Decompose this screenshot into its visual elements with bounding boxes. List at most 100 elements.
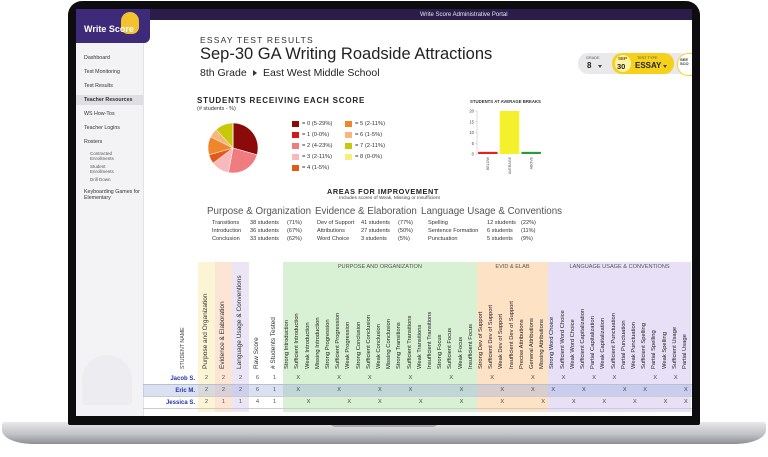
student-name[interactable]: Jacob S. — [170, 375, 195, 382]
sidebar-subitem[interactable]: Drill Down — [90, 177, 111, 182]
column-header[interactable]: Missing Introduction — [314, 317, 321, 369]
logo: Write Score — [84, 24, 134, 34]
column-header[interactable]: Partial Usage — [681, 334, 688, 369]
column-header[interactable]: Strong Introduction — [284, 320, 291, 369]
column-header[interactable]: Sufficient Punctuation — [610, 313, 617, 369]
column-header[interactable]: Evidence & Elaboration — [219, 301, 226, 369]
sidebar-item[interactable]: Teacher Resources — [84, 97, 133, 103]
sidebar-item[interactable]: Test Results — [84, 83, 113, 89]
column-header[interactable]: Weak Introduction — [304, 322, 311, 369]
column-header[interactable]: Sufficient Transitions — [406, 315, 413, 369]
x-tick-label: ABOVE — [529, 156, 533, 169]
sidebar-subitem[interactable]: Student Enrollments — [90, 164, 114, 175]
see-scores-label[interactable]: SEE SCO — [680, 57, 689, 67]
mark-cell: X — [643, 386, 647, 393]
column-header[interactable]: Sufficient Word Choice — [559, 310, 566, 369]
mark-cell: X — [571, 398, 576, 405]
area-percent: (9%) — [521, 236, 533, 242]
mark-cell: X — [337, 374, 341, 381]
column-header[interactable]: Sufficient Spelling — [641, 323, 648, 369]
column-header[interactable]: Sufficient Conclusion — [365, 314, 372, 369]
mark-cell: X — [490, 374, 494, 381]
mark-cell: X — [296, 374, 301, 381]
y-tick-label: 15 — [469, 119, 474, 124]
column-header[interactable]: Weak Transitions — [416, 324, 423, 369]
see-scores-button[interactable] — [677, 53, 692, 76]
column-header[interactable]: Weak Capitalization — [600, 317, 607, 369]
y-tick-label: 0 — [472, 152, 475, 157]
mark-cell: X — [602, 398, 607, 405]
filter-label: TEST TYPE — [637, 56, 658, 60]
sidebar-item[interactable]: Rosters — [84, 139, 103, 145]
area-heading: Evidence & Elaboration — [315, 206, 417, 217]
column-header[interactable]: Sufficient Progression — [335, 312, 342, 369]
column-header[interactable]: # Students Tested — [270, 317, 277, 369]
sidebar-item[interactable]: Dashboard — [84, 55, 110, 61]
sidebar-item[interactable]: Test Monitoring — [84, 69, 120, 75]
mark-cell: X — [673, 374, 678, 381]
column-header[interactable]: Weak Dev of Support — [498, 314, 505, 369]
mark-cell: X — [684, 386, 688, 393]
mark-cell: X — [367, 374, 372, 381]
column-header[interactable]: Sufficient Usage — [671, 326, 678, 369]
filter-value[interactable]: ESSAY — [635, 61, 662, 70]
y-tick-label: 10 — [469, 130, 474, 135]
score-cell: 2 — [204, 398, 209, 405]
area-percent: (62%) — [287, 236, 302, 242]
score-cell: 4 — [255, 398, 260, 405]
breadcrumb-arrow — [253, 70, 257, 76]
row-bg — [143, 384, 692, 397]
legend-label: = 8 (0-0%) — [355, 153, 383, 160]
column-header[interactable]: Precise Attributions — [518, 319, 525, 369]
column-header[interactable]: Missing Conclusion — [386, 319, 393, 369]
mark-cell: X — [582, 386, 586, 393]
mark-cell: X — [459, 398, 464, 405]
column-header[interactable]: Strong Conclusion — [355, 321, 362, 369]
mark-cell: X — [551, 386, 556, 393]
mark-cell: X — [612, 374, 617, 381]
column-header[interactable]: Purpose and Organization — [202, 293, 209, 369]
column-header[interactable]: General Attributions — [528, 318, 535, 369]
sidebar-item[interactable]: Teacher Logins — [84, 125, 120, 131]
column-header[interactable]: Strong Transitions — [396, 322, 403, 369]
column-header[interactable]: Weak Focus — [457, 336, 464, 369]
sidebar-item[interactable]: WS How-Tos — [84, 111, 115, 117]
column-header[interactable]: Partial Punctuation — [620, 320, 627, 369]
column-header[interactable]: Strong Word Choice — [549, 316, 556, 369]
column-header[interactable]: Strong Dev of Support — [477, 311, 484, 369]
column-header[interactable]: Strong Progression — [324, 319, 331, 369]
area-heading: Purpose & Organization — [207, 206, 312, 217]
legend-swatch — [292, 154, 299, 160]
column-header[interactable]: Weak Punctuation — [630, 322, 637, 369]
legend-label: = 4 (1-5%) — [302, 164, 330, 171]
column-header[interactable]: Partial Spelling — [651, 330, 658, 369]
column-header[interactable]: Sufficient Introduction — [294, 313, 301, 369]
filter-value[interactable]: 8 — [587, 61, 592, 70]
column-header[interactable]: Insufficient Transitions — [426, 311, 433, 369]
areas-subtitle: Includes scores of Weak, Missing or Insu… — [339, 196, 440, 201]
mark-cell: X — [653, 374, 658, 381]
chart-subtitle: (# students - %) — [197, 106, 236, 112]
legend-swatch — [292, 165, 299, 171]
sidebar-subitem[interactable]: Contracted Enrollments — [90, 151, 114, 162]
column-header[interactable]: Insufficient Focus — [467, 323, 474, 369]
column-header[interactable]: Sufficient Capitalization — [579, 308, 586, 369]
column-header[interactable]: Strong Focus — [437, 334, 444, 369]
column-header[interactable]: Weak Word Choice — [569, 319, 576, 369]
row-bg — [143, 372, 692, 385]
column-header[interactable]: Weak Spelling — [661, 332, 668, 369]
top-bar — [76, 9, 692, 20]
column-header[interactable]: Partial Capitalization — [590, 316, 597, 369]
column-header[interactable]: Language Usage & Conventions — [236, 275, 243, 369]
column-header[interactable]: Insufficient Dev of Support — [508, 301, 515, 369]
column-header[interactable]: Raw Score — [253, 337, 260, 369]
student-name[interactable]: Eric M. — [175, 387, 195, 394]
column-header[interactable]: Sufficient Focus — [447, 327, 454, 369]
area-skill: Attributions — [317, 228, 345, 234]
column-header[interactable]: Weak Conclusion — [375, 323, 382, 369]
column-header[interactable]: Missing Attributions — [539, 319, 546, 369]
column-header[interactable]: Weak Progression — [345, 321, 352, 369]
column-header[interactable]: Sufficient Dev of Support — [488, 304, 495, 369]
sidebar-item[interactable]: Keyboarding Games for Elementary — [84, 189, 140, 202]
student-name[interactable]: Jessica S. — [165, 399, 195, 406]
